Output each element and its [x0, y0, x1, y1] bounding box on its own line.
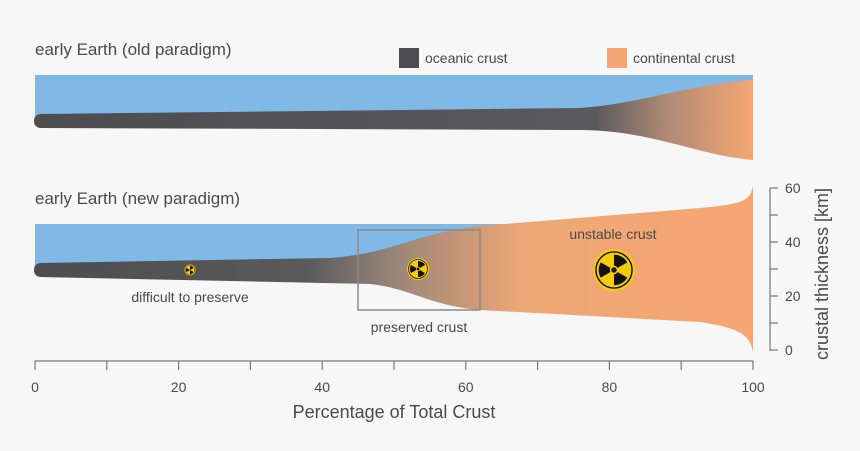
x-tick-label: 40	[314, 379, 330, 395]
y-tick-label: 60	[785, 180, 801, 196]
y-axis-title: crustal thickness [km]	[812, 188, 832, 360]
legend-swatch-oceanic	[399, 48, 419, 68]
x-tick-label: 20	[171, 379, 187, 395]
x-tick-label: 100	[741, 379, 765, 395]
preserved-crust-box	[357, 229, 481, 311]
y-axis: 0 20 40 60	[769, 180, 801, 358]
crust-new	[34, 186, 753, 352]
y-tick-label: 40	[785, 234, 801, 250]
preserved-label: preserved crust	[371, 319, 468, 335]
radiation-icon-medium	[407, 258, 429, 280]
legend-label-oceanic: oceanic crust	[425, 50, 508, 66]
radiation-icon-large	[593, 249, 635, 291]
new-paradigm-title: early Earth (new paradigm)	[35, 189, 240, 208]
radiation-icon-small	[185, 265, 196, 276]
crust-old	[34, 80, 753, 160]
x-tick-label: 0	[31, 379, 39, 395]
legend-label-continental: continental crust	[633, 50, 735, 66]
x-axis: 0 20 40 60 80 100	[31, 360, 765, 395]
difficult-label: difficult to preserve	[131, 289, 248, 305]
x-tick-label: 80	[602, 379, 618, 395]
x-tick-label: 60	[458, 379, 474, 395]
legend-swatch-continental	[607, 48, 627, 68]
old-paradigm-title: early Earth (old paradigm)	[35, 40, 232, 59]
x-axis-title: Percentage of Total Crust	[293, 402, 496, 422]
y-tick-label: 20	[785, 288, 801, 304]
unstable-label: unstable crust	[569, 226, 656, 242]
y-tick-label: 0	[785, 342, 793, 358]
